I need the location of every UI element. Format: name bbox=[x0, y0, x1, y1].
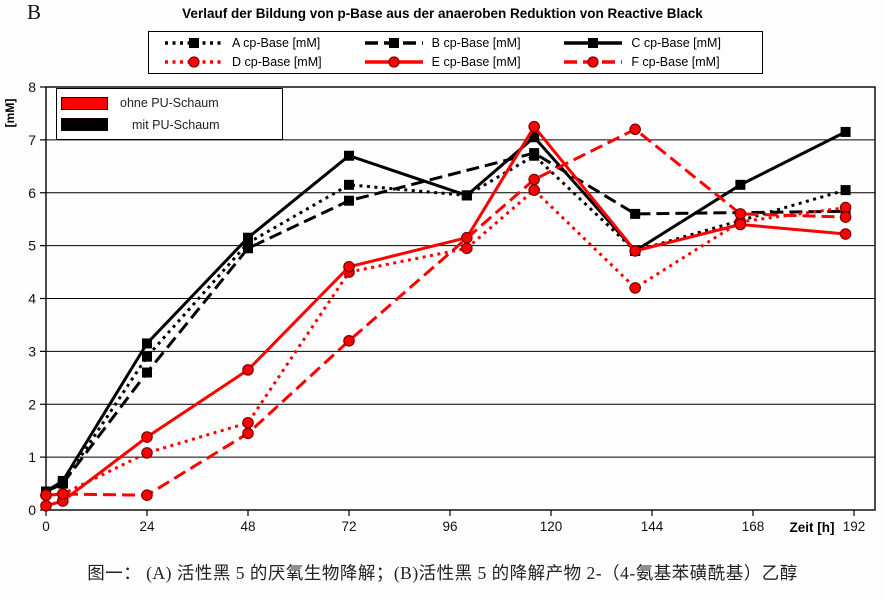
legend-line-sample-icon bbox=[564, 37, 623, 48]
data-point-marker bbox=[840, 126, 851, 137]
data-point-marker bbox=[629, 245, 641, 257]
data-point-marker bbox=[141, 489, 153, 501]
data-point-marker bbox=[344, 195, 354, 206]
legend-entry-a-cp-base: A cp-Base [mM] bbox=[163, 33, 363, 53]
legend-entry-label: C cp-Base [mM] bbox=[631, 35, 721, 50]
legend-entry-c-cp-base: C cp-Base [mM] bbox=[562, 33, 762, 53]
data-point-marker bbox=[734, 208, 747, 220]
figure-caption: 图一： (A) 活性黑 5 的厌氧生物降解；(B)活性黑 5 的降解产物 2-（… bbox=[87, 563, 798, 583]
pu-schaum-legend-entry: ohne PU-Schaum bbox=[57, 96, 282, 110]
legend-entry-label: D cp-Base [mM] bbox=[232, 55, 322, 70]
data-point-marker bbox=[528, 120, 540, 133]
x-axis-title: Zeit [h] bbox=[790, 520, 835, 535]
data-point-marker bbox=[141, 431, 153, 443]
data-point-marker bbox=[529, 148, 540, 159]
data-point-marker bbox=[344, 179, 354, 190]
data-point-marker bbox=[57, 488, 69, 500]
data-point-marker bbox=[243, 243, 253, 254]
y-axis-title: [mM] bbox=[3, 99, 17, 128]
x-tick-label: 144 bbox=[641, 519, 664, 534]
pu-schaum-legend-label: ohne PU-Schaum bbox=[120, 96, 219, 111]
data-point-marker bbox=[242, 364, 254, 376]
legend-line-sample-icon bbox=[165, 56, 223, 68]
data-point-marker bbox=[528, 184, 540, 196]
series-legend: A cp-Base [mM] B cp-Base [mM] C cp-Base [m… bbox=[148, 31, 763, 74]
y-tick-label: 1 bbox=[28, 449, 36, 465]
data-point-marker bbox=[141, 447, 153, 459]
data-point-marker bbox=[629, 282, 641, 294]
data-point-marker bbox=[243, 232, 253, 243]
data-point-marker bbox=[529, 132, 540, 143]
y-tick-label: 8 bbox=[28, 79, 36, 95]
data-point-marker bbox=[40, 499, 52, 512]
x-tick-label: 24 bbox=[139, 519, 155, 534]
data-point-marker bbox=[734, 218, 747, 231]
legend-entry-e-cp-base: E cp-Base [mM] bbox=[363, 53, 563, 73]
x-tick-label: 0 bbox=[42, 519, 50, 534]
y-tick-label: 7 bbox=[28, 132, 36, 148]
series-line-b bbox=[45, 151, 846, 493]
data-point-marker bbox=[40, 489, 52, 501]
data-point-marker bbox=[142, 338, 152, 349]
legend-entry-b-cp-base: B cp-Base [mM] bbox=[363, 33, 563, 53]
legend-entry-label: A cp-Base [mM] bbox=[232, 35, 321, 50]
series-line-e bbox=[45, 125, 846, 508]
y-tick-label: 2 bbox=[28, 396, 36, 412]
data-point-marker bbox=[528, 173, 540, 186]
chart-plot: 0 1 2 3 4 5 6 7 8 0 24 48 72 96 120 144 168 192 Zeit [h] [m… bbox=[3, 79, 876, 535]
legend-line-sample-icon bbox=[364, 37, 423, 48]
legend-line-sample-icon bbox=[564, 56, 623, 68]
x-tick-label: 96 bbox=[442, 519, 457, 534]
x-tick-label: 168 bbox=[742, 519, 765, 534]
color-swatch-icon bbox=[61, 96, 108, 110]
x-tick-label: 120 bbox=[540, 519, 563, 534]
data-point-marker bbox=[735, 179, 746, 190]
y-tick-label: 6 bbox=[28, 185, 36, 201]
data-point-marker bbox=[242, 427, 254, 440]
color-swatch-icon bbox=[61, 118, 108, 132]
data-point-marker bbox=[840, 185, 851, 196]
legend-entry-label: F cp-Base [mM] bbox=[631, 55, 720, 70]
data-point-marker bbox=[343, 334, 355, 347]
data-point-marker bbox=[344, 150, 354, 161]
x-tick-label: 72 bbox=[341, 519, 356, 534]
legend-line-sample-icon bbox=[364, 56, 423, 68]
data-point-marker bbox=[839, 211, 852, 223]
legend-entry-label: E cp-Base [mM] bbox=[431, 55, 521, 70]
legend-entry-f-cp-base: F cp-Base [mM] bbox=[562, 53, 762, 73]
data-point-marker bbox=[839, 201, 852, 214]
legend-line-sample-icon bbox=[165, 37, 223, 48]
legend-entry-d-cp-base: D cp-Base [mM] bbox=[163, 53, 363, 73]
y-tick-label: 5 bbox=[28, 238, 36, 254]
y-tick-label: 0 bbox=[28, 502, 36, 518]
series-line-d bbox=[45, 188, 846, 497]
x-tick-label: 192 bbox=[843, 519, 866, 534]
data-point-marker bbox=[630, 208, 641, 219]
series-line-c bbox=[45, 130, 847, 493]
data-point-marker bbox=[461, 190, 472, 201]
series-line-a bbox=[45, 154, 847, 493]
data-point-marker bbox=[839, 228, 852, 240]
data-point-marker bbox=[461, 242, 473, 255]
pu-schaum-legend-entry: mit PU-Schaum bbox=[57, 118, 282, 132]
legend-entry-label: B cp-Base [mM] bbox=[431, 35, 521, 50]
y-tick-label: 4 bbox=[28, 291, 36, 307]
data-point-marker bbox=[142, 351, 152, 362]
data-point-marker bbox=[629, 123, 641, 136]
figure-panel-label: B bbox=[27, 0, 42, 24]
data-point-marker bbox=[57, 475, 68, 486]
series-line-f bbox=[45, 127, 846, 497]
data-point-marker bbox=[343, 260, 355, 273]
x-tick-label: 48 bbox=[240, 519, 255, 534]
chart-title: Verlauf der Bildung von p-Base aus der a… bbox=[182, 6, 703, 21]
pu-schaum-legend-label: mit PU-Schaum bbox=[132, 117, 220, 132]
y-tick-label: 3 bbox=[28, 343, 36, 359]
data-point-marker bbox=[142, 367, 152, 378]
data-point-marker bbox=[242, 416, 254, 429]
pu-schaum-legend: ohne PU-Schaum mit PU-Schaum bbox=[56, 88, 283, 140]
data-point-marker bbox=[243, 237, 253, 248]
